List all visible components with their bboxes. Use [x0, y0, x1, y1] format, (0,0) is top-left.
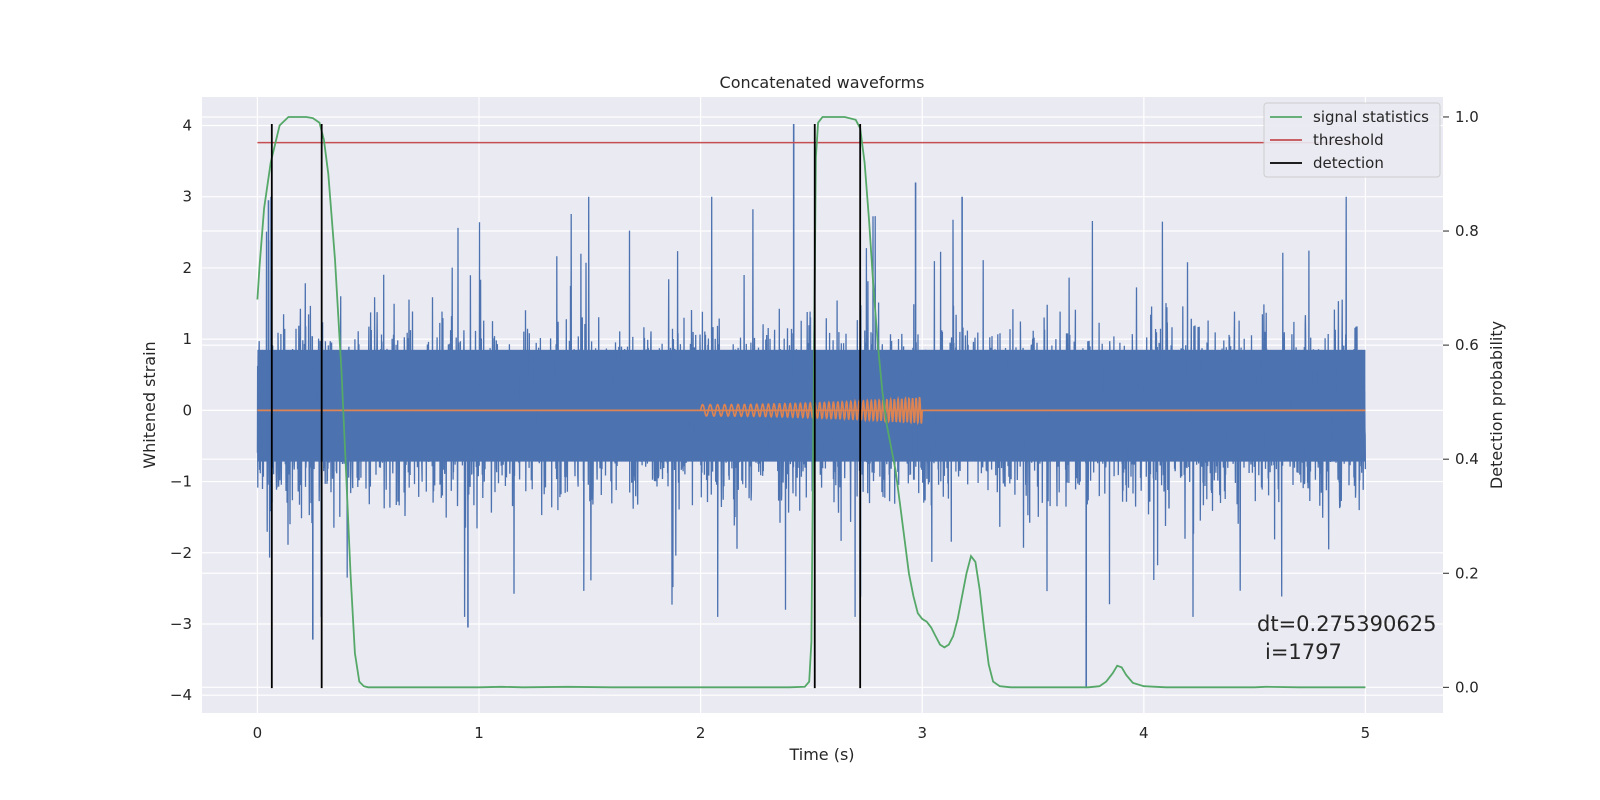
y-axis-label: Whitened strain — [140, 341, 159, 468]
y2-tick-label: 0.2 — [1455, 564, 1479, 582]
y2-tick-label: 0.4 — [1455, 450, 1479, 468]
x-tick-label: 5 — [1361, 724, 1371, 742]
y-tick-label: 2 — [182, 259, 192, 277]
y2-tick-label: 0.0 — [1455, 678, 1479, 696]
y-tick-label: 4 — [182, 116, 192, 134]
y2-axis-label: Detection probability — [1487, 321, 1506, 489]
legend-frame — [1263, 102, 1441, 178]
y-tick-label: 3 — [182, 188, 192, 206]
y2-tick-label: 0.8 — [1455, 222, 1479, 240]
detection-series — [270, 124, 862, 689]
x-axis-ticks: 0 1 2 3 4 5 — [253, 724, 1371, 742]
chart-title: Concatenated waveforms — [720, 73, 925, 92]
signal-statistics-series — [256, 116, 1366, 689]
legend-label-detection: detection — [1313, 154, 1384, 172]
annotation-index: i=1797 — [1265, 640, 1342, 664]
y-axis-ticks: −4 −3 −2 −1 0 1 2 3 4 — [170, 116, 192, 704]
y-tick-label: 0 — [182, 401, 192, 419]
x-tick-label: 3 — [917, 724, 927, 742]
x-axis-label: Time (s) — [788, 745, 854, 764]
legend-label-signal-statistics: signal statistics — [1313, 108, 1429, 126]
y-tick-label: −4 — [170, 686, 192, 704]
x-tick-label: 1 — [474, 724, 484, 742]
signal-statistics-line — [256, 116, 1366, 689]
legend-label-threshold: threshold — [1313, 131, 1384, 149]
legend: signal statistics threshold detection — [1263, 102, 1441, 178]
y-tick-label: 1 — [182, 330, 192, 348]
x-tick-label: 4 — [1139, 724, 1149, 742]
y-tick-label: −3 — [170, 615, 192, 633]
strain-line — [256, 196, 1367, 617]
x-tick-label: 2 — [696, 724, 706, 742]
x-tick-label: 0 — [253, 724, 263, 742]
y2-tick-label: 1.0 — [1455, 108, 1479, 126]
y-tick-label: −2 — [170, 544, 192, 562]
y2-tick-label: 0.6 — [1455, 336, 1479, 354]
y2-axis-ticks: 0.0 0.2 0.4 0.6 0.8 1.0 — [1443, 108, 1479, 696]
y-tick-label: −1 — [170, 473, 192, 491]
annotation-dt: dt=0.275390625 — [1257, 612, 1436, 636]
